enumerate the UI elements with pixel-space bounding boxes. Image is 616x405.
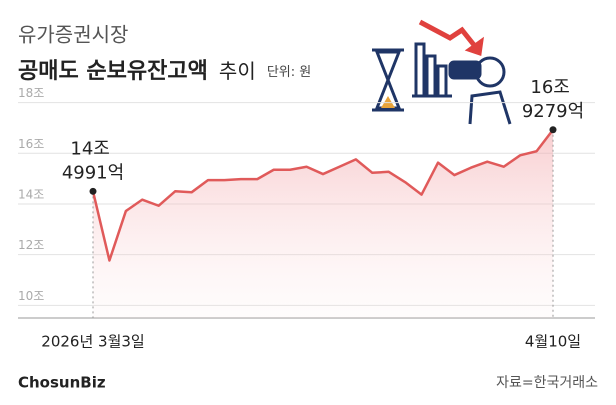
y-tick-label: 16조 (18, 137, 44, 151)
title-line: 공매도 순보유잔고액 추이 단위: 원 (18, 59, 311, 85)
y-tick-label: 18조 (18, 86, 44, 100)
value-label-line: 16조 (530, 77, 575, 98)
point (549, 126, 557, 134)
point (89, 187, 97, 195)
illustration (372, 19, 512, 125)
y-tick-label: 10조 (18, 289, 44, 303)
x-tick-label: 2026년 3월3일 (41, 333, 144, 351)
y-tick-label: 14조 (18, 187, 44, 201)
value-label-line: 14조 (70, 138, 115, 159)
value-label: 14조 4991억 (62, 138, 124, 183)
chart-title-suffix: 추이 (219, 59, 256, 83)
value-label-line: 9279억 (522, 101, 584, 122)
logo: ChosunBiz (18, 374, 106, 392)
unit-label: 단위: 원 (267, 65, 311, 80)
x-tick-label: 4월10일 (525, 333, 581, 351)
source: 자료=한국거래소 (496, 375, 598, 391)
area (93, 129, 553, 318)
value-label-line: 4991억 (62, 162, 124, 183)
chart-subtitle: 유가증권시장 (18, 23, 128, 47)
value-label: 16조 9279억 (522, 77, 584, 122)
y-tick-label: 12조 (18, 238, 44, 252)
chart-title: 공매도 순보유잔고액 (18, 59, 208, 84)
line (91, 129, 554, 262)
